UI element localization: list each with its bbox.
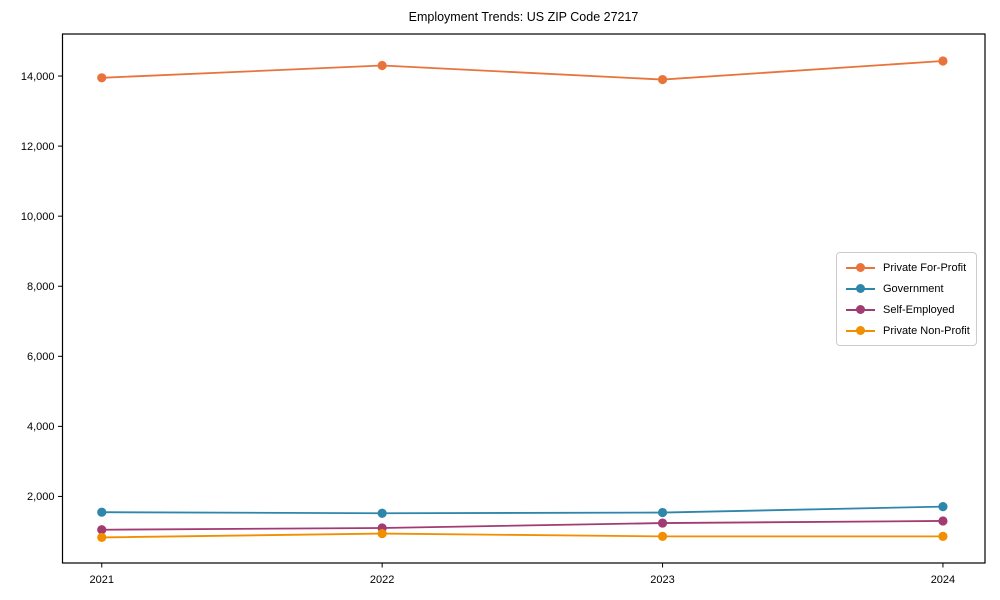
series-marker-private-for-profit	[377, 60, 387, 71]
legend-label: Private For-Profit	[883, 261, 967, 274]
series-marker-self-employed	[97, 525, 107, 535]
y-axis-tick-label: 4,000	[27, 421, 55, 433]
legend-marker-icon	[846, 284, 875, 293]
series-marker-private-for-profit	[938, 56, 948, 66]
series-marker-private-non-profit	[657, 531, 668, 541]
legend-entry-government: Government	[846, 281, 968, 296]
legend-label: Government	[883, 282, 944, 295]
legend-entry-self-employed: Self-Employed	[846, 302, 968, 317]
x-axis-tick-label: 2021	[90, 574, 114, 586]
series-line-private-for-profit	[101, 60, 944, 81]
series-line-government	[101, 505, 943, 515]
series-marker-government	[377, 508, 387, 518]
y-axis-tick-label: 6,000	[27, 351, 55, 363]
x-axis-tick-label: 2022	[370, 574, 394, 586]
legend-label: Self-Employed	[883, 303, 955, 316]
series-marker-private-non-profit	[938, 531, 948, 541]
legend-marker-icon	[846, 326, 875, 335]
series-marker-private-non-profit	[377, 528, 387, 539]
series-line-private-non-profit	[101, 532, 943, 539]
series-marker-government	[938, 501, 948, 512]
legend-entry-private-non-profit: Private Non-Profit	[846, 323, 970, 338]
x-axis-tick-label: 2023	[650, 574, 674, 586]
series-marker-government	[657, 507, 668, 518]
y-axis-tick-label: 14,000	[21, 71, 55, 83]
axes-spines	[61, 33, 986, 564]
series-line-self-employed	[101, 520, 943, 531]
y-axis-tick-label: 10,000	[21, 211, 55, 223]
series-marker-private-for-profit	[97, 73, 107, 83]
legend-entry-private-for-profit: Private For-Profit	[846, 260, 968, 275]
series-marker-private-for-profit	[657, 74, 668, 85]
chart-title: Employment Trends: US ZIP Code 27217	[408, 10, 639, 24]
y-axis-tick-label: 8,000	[27, 281, 55, 293]
legend-marker-icon	[846, 263, 875, 272]
legend-label: Private Non-Profit	[883, 324, 970, 337]
legend: Private For-Profit Government Self-Employe…	[836, 252, 977, 346]
x-axis-tick-label: 2024	[931, 574, 955, 586]
series-marker-self-employed	[938, 516, 948, 526]
series-marker-self-employed	[657, 518, 668, 528]
series-marker-private-non-profit	[97, 532, 107, 543]
legend-marker-icon	[846, 305, 875, 314]
series-marker-government	[97, 507, 107, 517]
y-axis-tick-label: 2,000	[27, 491, 55, 503]
y-axis-tick-label: 12,000	[21, 141, 55, 153]
